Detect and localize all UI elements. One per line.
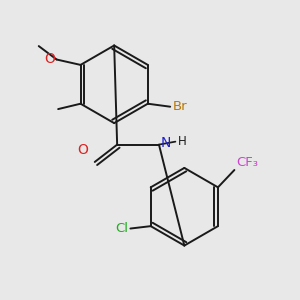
Text: N: N bbox=[160, 136, 171, 150]
Text: CF₃: CF₃ bbox=[236, 155, 258, 169]
Text: Br: Br bbox=[172, 100, 187, 113]
Text: H: H bbox=[178, 135, 187, 148]
Text: O: O bbox=[44, 52, 55, 66]
Text: Cl: Cl bbox=[115, 222, 128, 235]
Text: O: O bbox=[77, 143, 88, 158]
